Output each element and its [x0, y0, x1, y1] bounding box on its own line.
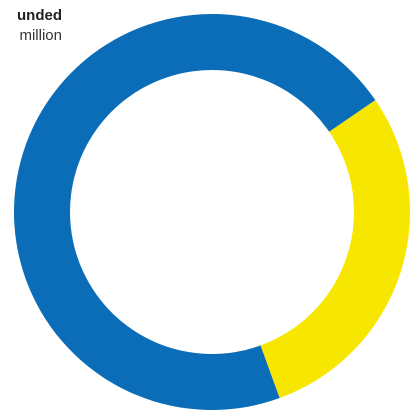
chart-annotation: unded million — [17, 6, 62, 46]
annotation-title: unded — [17, 7, 62, 24]
donut-slice-1 — [260, 100, 411, 399]
annotation-text: million — [19, 27, 62, 44]
donut-slice-0 — [14, 14, 376, 410]
